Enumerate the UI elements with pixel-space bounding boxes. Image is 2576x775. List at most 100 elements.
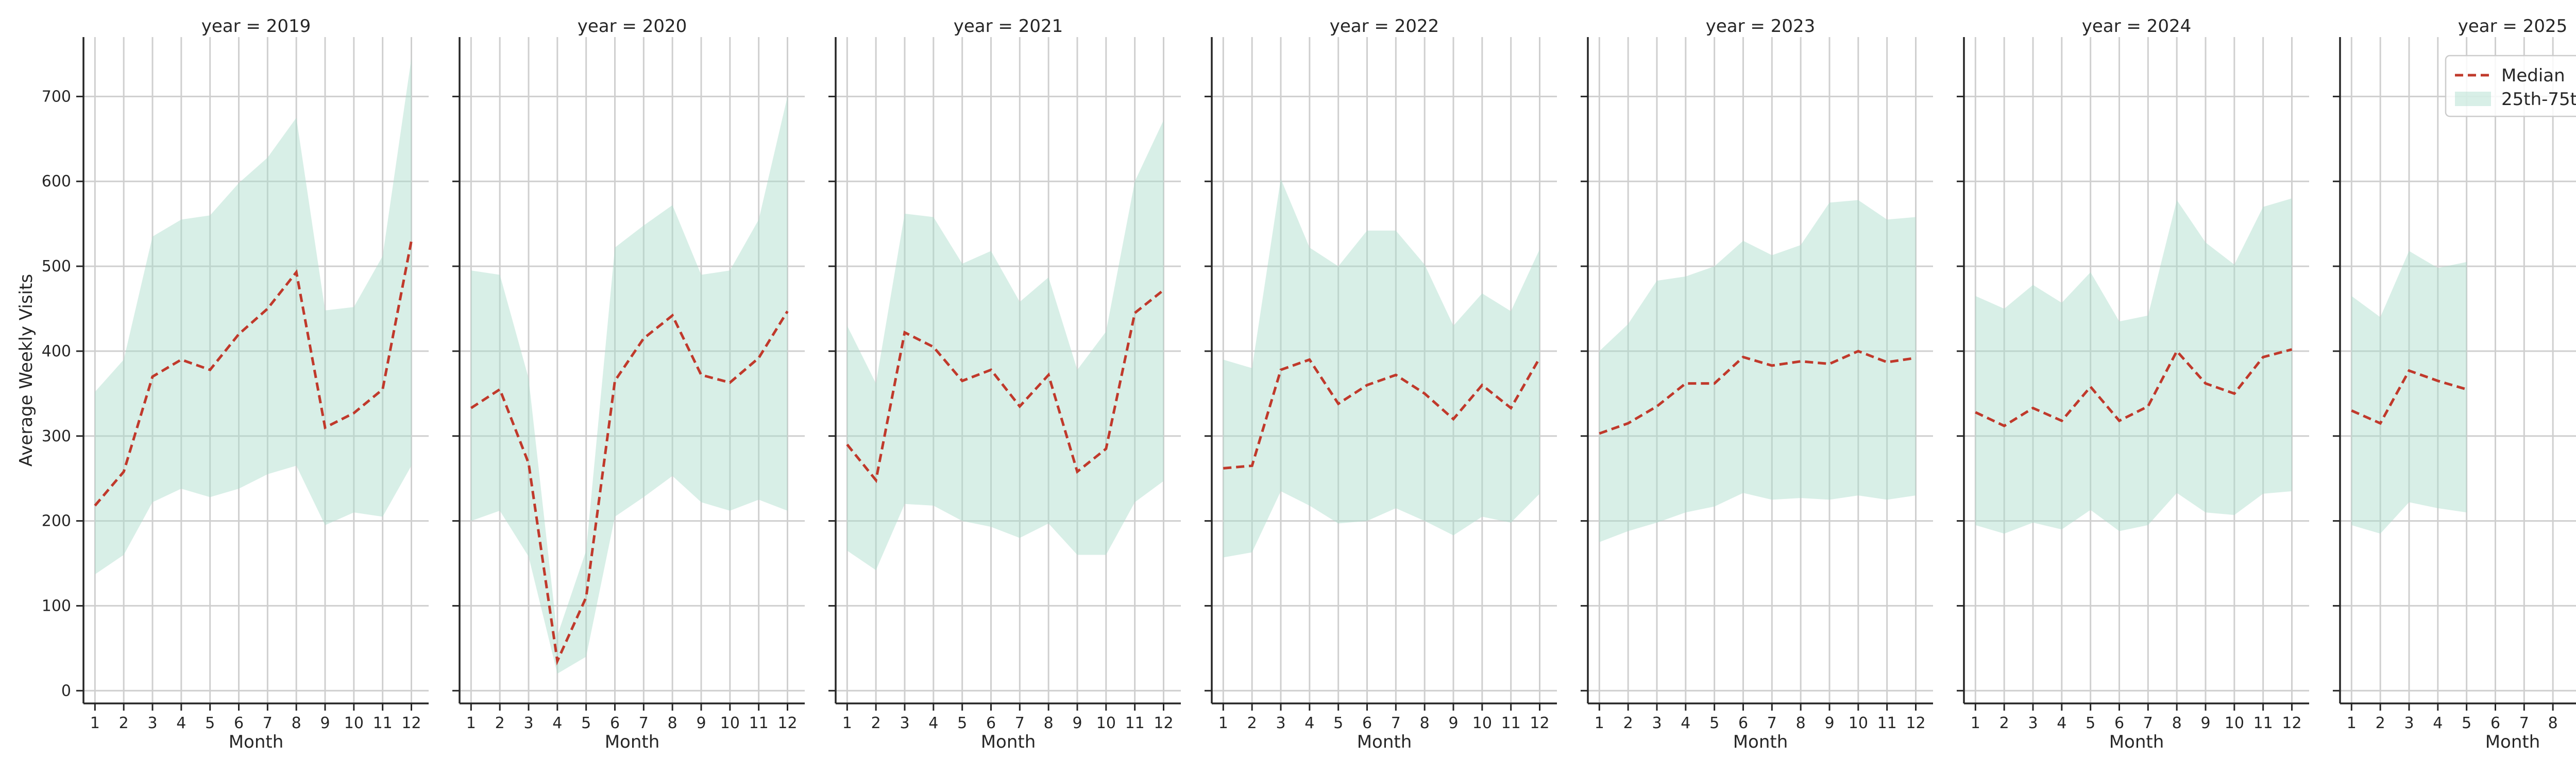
x-tick-label: 1 bbox=[2347, 714, 2357, 732]
x-axis-label: Month bbox=[2485, 732, 2540, 752]
x-tick-label: 2 bbox=[119, 714, 129, 732]
x-tick-label: 4 bbox=[928, 714, 938, 732]
x-tick-label: 1 bbox=[1595, 714, 1604, 732]
y-tick-label: 0 bbox=[61, 682, 71, 700]
x-tick-label: 7 bbox=[2143, 714, 2153, 732]
x-tick-label: 11 bbox=[373, 714, 393, 732]
x-tick-label: 10 bbox=[344, 714, 364, 732]
x-tick-label: 2 bbox=[1623, 714, 1633, 732]
x-tick-label: 11 bbox=[2253, 714, 2273, 732]
x-tick-label: 1 bbox=[1218, 714, 1228, 732]
x-tick-label: 10 bbox=[1096, 714, 1116, 732]
median-line bbox=[846, 289, 1165, 484]
x-axis-label: Month bbox=[1357, 732, 1412, 752]
x-tick-label: 7 bbox=[2519, 714, 2529, 732]
x-tick-label: 3 bbox=[1276, 714, 1285, 732]
x-tick-label: 3 bbox=[1652, 714, 1662, 732]
x-tick-label: 7 bbox=[263, 714, 273, 732]
y-tick-label: 600 bbox=[42, 173, 71, 191]
x-tick-label: 5 bbox=[205, 714, 215, 732]
x-axis-label: Month bbox=[2109, 732, 2164, 752]
x-tick-label: 8 bbox=[1796, 714, 1806, 732]
iqr-band bbox=[1599, 200, 1916, 542]
x-tick-label: 3 bbox=[2028, 714, 2038, 732]
x-tick-label: 8 bbox=[2172, 714, 2182, 732]
panel-title: year = 2021 bbox=[954, 16, 1063, 37]
x-tick-label: 9 bbox=[1072, 714, 1082, 732]
x-tick-label: 3 bbox=[147, 714, 157, 732]
legend-band-swatch bbox=[2455, 92, 2491, 106]
x-tick-label: 10 bbox=[2225, 714, 2244, 732]
y-tick-label: 100 bbox=[42, 597, 71, 615]
panel-title: year = 2022 bbox=[1330, 16, 1439, 37]
x-axis-label: Month bbox=[229, 732, 284, 752]
legend: Median 25th-75th Percentile bbox=[2445, 55, 2576, 117]
y-axis-label: Average Weekly Visits bbox=[16, 274, 37, 467]
x-tick-label: 11 bbox=[1501, 714, 1521, 732]
x-tick-label: 8 bbox=[1420, 714, 1430, 732]
x-tick-label: 9 bbox=[2200, 714, 2210, 732]
y-tick-label: 300 bbox=[42, 427, 71, 445]
iqr-band bbox=[1975, 198, 2292, 534]
x-tick-label: 7 bbox=[1767, 714, 1777, 732]
median-line bbox=[1223, 357, 1541, 470]
x-tick-label: 12 bbox=[2282, 714, 2301, 732]
x-tick-label: 10 bbox=[1849, 714, 1868, 732]
x-tick-label: 7 bbox=[1391, 714, 1401, 732]
x-tick-label: 4 bbox=[1304, 714, 1314, 732]
x-tick-label: 1 bbox=[1971, 714, 1980, 732]
x-tick-label: 12 bbox=[1906, 714, 1925, 732]
x-tick-label: 1 bbox=[466, 714, 476, 732]
x-tick-label: 2 bbox=[1247, 714, 1257, 732]
x-tick-label: 1 bbox=[842, 714, 852, 732]
x-tick-label: 5 bbox=[2086, 714, 2095, 732]
x-tick-label: 10 bbox=[720, 714, 740, 732]
panel-title: year = 2025 bbox=[2458, 16, 2567, 37]
x-tick-label: 5 bbox=[2462, 714, 2471, 732]
x-tick-label: 5 bbox=[1333, 714, 1343, 732]
x-tick-label: 3 bbox=[2404, 714, 2414, 732]
x-tick-label: 8 bbox=[292, 714, 301, 732]
median-line bbox=[470, 311, 789, 666]
x-tick-label: 4 bbox=[1681, 714, 1690, 732]
legend-band-label: 25th-75th Percentile bbox=[2501, 89, 2576, 110]
x-tick-label: 8 bbox=[2548, 714, 2558, 732]
x-tick-label: 4 bbox=[2433, 714, 2443, 732]
x-tick-label: 5 bbox=[581, 714, 591, 732]
x-tick-label: 11 bbox=[1877, 714, 1897, 732]
x-tick-label: 3 bbox=[900, 714, 909, 732]
x-tick-label: 9 bbox=[696, 714, 706, 732]
x-tick-label: 9 bbox=[1824, 714, 1834, 732]
iqr-band bbox=[2351, 251, 2467, 534]
x-tick-label: 6 bbox=[234, 714, 244, 732]
legend-median-label: Median bbox=[2501, 65, 2565, 86]
x-tick-label: 6 bbox=[1362, 714, 1372, 732]
panel-title: year = 2019 bbox=[201, 16, 311, 37]
iqr-band bbox=[1223, 179, 1540, 558]
x-tick-label: 12 bbox=[1530, 714, 1549, 732]
x-tick-label: 6 bbox=[610, 714, 620, 732]
iqr-band bbox=[847, 120, 1164, 571]
x-tick-label: 9 bbox=[320, 714, 330, 732]
x-tick-label: 2 bbox=[495, 714, 505, 732]
median-line bbox=[1975, 348, 2293, 427]
x-tick-label: 10 bbox=[1472, 714, 1492, 732]
y-tick-label: 500 bbox=[42, 257, 71, 275]
x-axis-label: Month bbox=[1733, 732, 1788, 752]
x-tick-label: 11 bbox=[749, 714, 769, 732]
x-tick-label: 9 bbox=[1448, 714, 1458, 732]
panel-title: year = 2020 bbox=[578, 16, 687, 37]
y-tick-label: 700 bbox=[42, 88, 71, 106]
x-tick-label: 2 bbox=[1999, 714, 2009, 732]
x-tick-label: 8 bbox=[668, 714, 677, 732]
x-tick-label: 5 bbox=[1709, 714, 1719, 732]
x-tick-label: 1 bbox=[90, 714, 100, 732]
x-tick-label: 5 bbox=[957, 714, 967, 732]
x-tick-label: 12 bbox=[401, 714, 421, 732]
